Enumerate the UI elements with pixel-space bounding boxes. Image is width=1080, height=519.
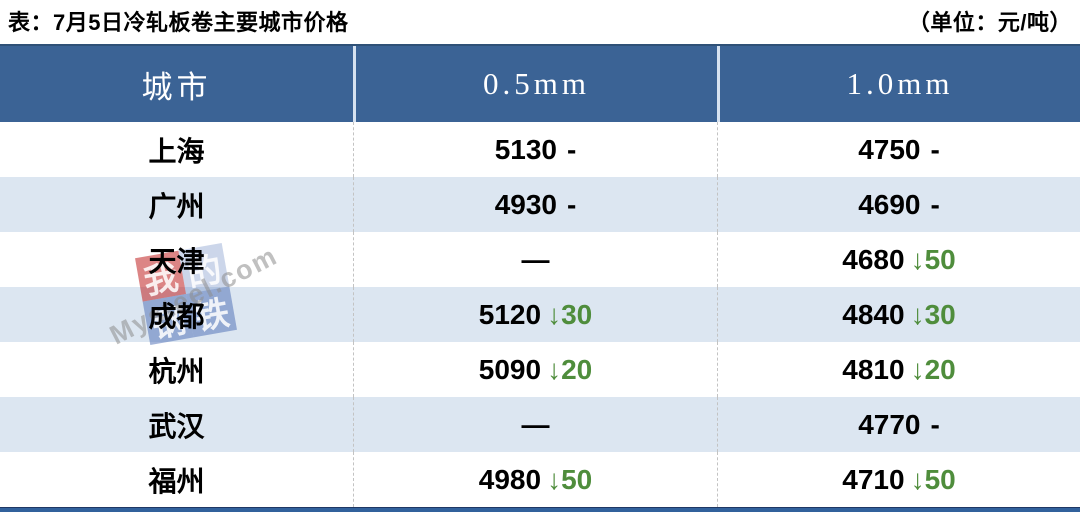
price-change-down: ↓20 bbox=[910, 353, 956, 385]
city-name: 上海 bbox=[148, 135, 205, 167]
unit-label: （单位：元/吨） bbox=[907, 10, 1072, 35]
price-cell-0-5mm: 5130- bbox=[353, 122, 717, 177]
city-name: 成都 bbox=[148, 300, 205, 332]
price-table: 城市 0.5mm 1.0mm 上海 5130-4750- 广州 4930-4690- 天… bbox=[0, 44, 1080, 512]
price-value: — bbox=[521, 243, 550, 275]
price-change-down: ↓20 bbox=[547, 353, 593, 385]
price-value: 4750 bbox=[858, 133, 921, 165]
title-bar: 表：7月5日冷轧板卷主要城市价格 （单位：元/吨） bbox=[0, 0, 1080, 42]
price-cell-0-5mm: 5120 ↓30 bbox=[353, 287, 717, 342]
column-header-1-0mm: 1.0mm bbox=[717, 46, 1080, 122]
table-row: 上海 5130-4750- bbox=[0, 122, 1080, 177]
price-value: 4840 bbox=[842, 298, 905, 330]
price-value: 5090 bbox=[478, 353, 542, 385]
price-value: 4770 bbox=[858, 408, 921, 440]
price-change-flat: - bbox=[930, 408, 940, 440]
price-change-down: ↓50 bbox=[910, 243, 956, 275]
city-name: 武汉 bbox=[148, 410, 205, 442]
price-cell-0-5mm: 4980 ↓50 bbox=[353, 452, 717, 507]
price-value: 4810 bbox=[842, 353, 905, 385]
price-change-flat: - bbox=[930, 188, 940, 220]
table-row: 广州 4930-4690- bbox=[0, 177, 1080, 232]
table-row: 武汉 — 4770- bbox=[0, 397, 1080, 452]
table-title: 表：7月5日冷轧板卷主要城市价格 bbox=[8, 10, 349, 35]
price-change-down: ↓50 bbox=[547, 463, 593, 495]
price-cell-1-0mm: 4680 ↓50 bbox=[717, 232, 1080, 287]
table-row: 天津 — 4680 ↓50 bbox=[0, 232, 1080, 287]
city-name: 福州 bbox=[148, 465, 205, 497]
price-cell-0-5mm: — bbox=[353, 232, 717, 287]
price-value: 5120 bbox=[478, 298, 542, 330]
price-cell-1-0mm: 4750- bbox=[717, 122, 1080, 177]
city-name: 广州 bbox=[148, 190, 205, 222]
price-value: — bbox=[521, 408, 550, 440]
price-value: 4710 bbox=[842, 463, 905, 495]
price-change-flat: - bbox=[566, 133, 577, 165]
price-change-down: ↓50 bbox=[910, 463, 956, 495]
price-cell-1-0mm: 4810 ↓20 bbox=[717, 342, 1080, 397]
table-bottom-border bbox=[0, 507, 1080, 512]
price-cell-0-5mm: — bbox=[353, 397, 717, 452]
table-body: 上海 5130-4750- 广州 4930-4690- 天津 —4680 ↓50 成都 5120… bbox=[0, 122, 1080, 507]
table-row: 福州 4980 ↓50 4710 ↓50 bbox=[0, 452, 1080, 507]
city-name: 天津 bbox=[148, 245, 205, 277]
price-value: 4690 bbox=[858, 188, 921, 220]
city-name: 杭州 bbox=[148, 355, 205, 387]
table-header-row: 城市 0.5mm 1.0mm bbox=[0, 44, 1080, 122]
price-change-flat: - bbox=[930, 133, 940, 165]
price-value: 4680 bbox=[842, 243, 905, 275]
column-header-city: 城市 bbox=[141, 69, 212, 105]
price-cell-1-0mm: 4690- bbox=[717, 177, 1080, 232]
column-header-0-5mm: 0.5mm bbox=[353, 46, 717, 122]
table-row: 杭州 5090 ↓20 4810 ↓20 bbox=[0, 342, 1080, 397]
price-value: 4980 bbox=[478, 463, 542, 495]
price-value: 4930 bbox=[494, 188, 557, 220]
price-change-down: ↓30 bbox=[910, 298, 956, 330]
table-row: 成都 5120 ↓30 4840 ↓30 bbox=[0, 287, 1080, 342]
price-change-down: ↓30 bbox=[547, 298, 593, 330]
price-cell-1-0mm: 4770- bbox=[717, 397, 1080, 452]
price-cell-0-5mm: 4930- bbox=[353, 177, 717, 232]
price-value: 5130 bbox=[494, 133, 557, 165]
price-cell-1-0mm: 4710 ↓50 bbox=[717, 452, 1080, 507]
price-cell-0-5mm: 5090 ↓20 bbox=[353, 342, 717, 397]
price-cell-1-0mm: 4840 ↓30 bbox=[717, 287, 1080, 342]
price-change-flat: - bbox=[566, 188, 577, 220]
